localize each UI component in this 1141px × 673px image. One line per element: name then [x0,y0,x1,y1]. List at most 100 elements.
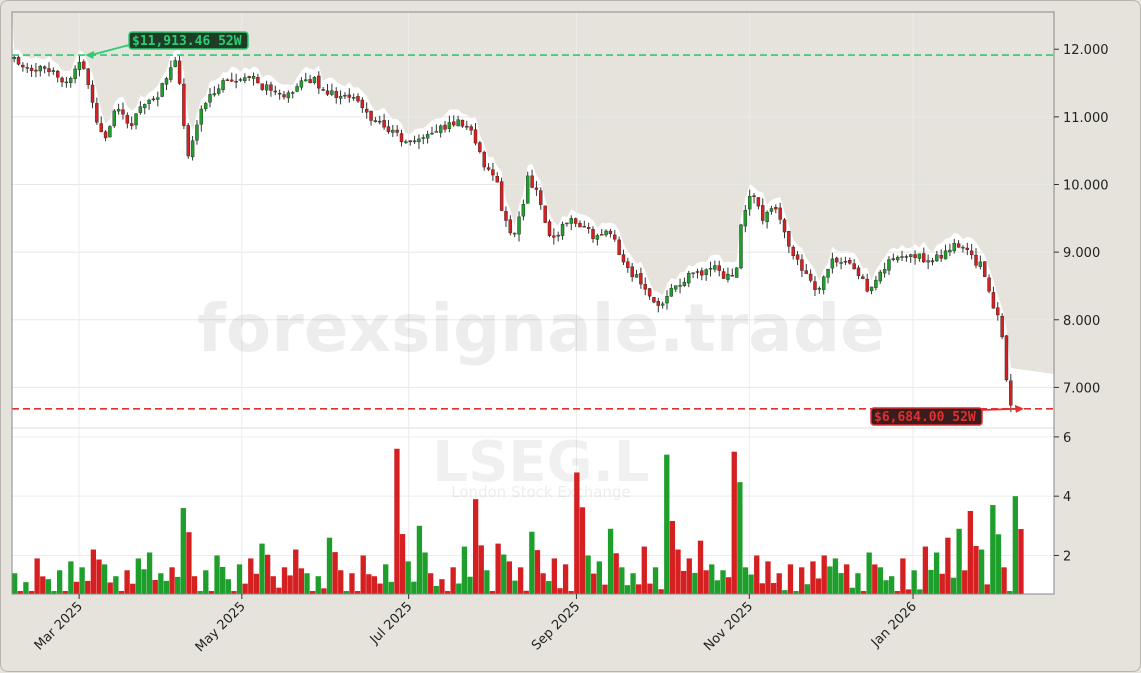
candle-body [217,88,221,94]
volume-bar [917,589,923,594]
date-tick-label: Jan 2026 [868,599,920,651]
candle-body [12,56,16,60]
candle-body [895,256,900,261]
volume-bar [799,567,805,594]
volume-bar [725,577,732,594]
volume-bar [135,558,142,594]
candle-body [473,129,478,144]
plot-border [11,11,1055,595]
volume-bar [326,537,333,594]
volume-bar [130,583,136,594]
volume-bar [675,549,681,594]
volume-bar [383,564,389,594]
volume-bar [877,567,884,594]
volume-bar [152,580,158,594]
candle-body [356,96,360,102]
candle-body [726,273,730,280]
low-52w-arrowhead [1014,404,1024,413]
candle-body [330,90,334,95]
volume-bar [79,567,85,594]
volume-bar [225,579,231,594]
candle-body [752,195,756,197]
volume-bar [888,576,895,594]
candle-body [99,123,103,132]
candle-body [273,90,278,93]
date-tick-label: Nov 2025 [701,599,756,654]
candle-body [534,187,539,190]
volume-bar [68,561,74,594]
candle-body [878,271,882,282]
candle-body [782,219,787,233]
volume-axis-ticks: 6 4 2 [1054,431,1071,564]
candle-body [230,79,234,82]
candle-body [347,94,352,98]
volume-bar [467,576,473,594]
date-tick-label: May 2025 [193,599,249,655]
volume-bar [765,561,771,594]
volume-bar [523,590,529,594]
volume-tick-label: 6 [1063,431,1071,446]
candle-body [234,80,238,83]
volume-bar [911,570,917,594]
volume-bar [101,564,108,594]
volume-bar [472,499,479,594]
candle-body [452,121,456,126]
volume-bar [411,581,417,594]
volume-bar [658,589,664,594]
candle-body [421,137,425,139]
volume-bar [849,587,855,594]
volume-bar [737,482,743,594]
candle-body [695,271,700,273]
candle-body [277,92,282,95]
high-52w-arrowhead [85,51,95,60]
low-52w-arrow [981,407,1018,411]
volume-bar [186,532,192,594]
candle-body [443,124,447,130]
volume-bar [827,566,833,594]
candle-body [138,106,143,113]
candle-body [34,69,38,72]
volume-bar [456,583,462,594]
volume-bar [939,573,945,594]
volume-bar [208,591,215,594]
volume-bar [1007,591,1013,594]
candle-body [804,270,808,274]
candle-body [900,256,904,258]
volume-bar [905,589,912,594]
high-52w-callout: $11,913.46 52W [85,31,249,60]
volume-bar [45,579,52,594]
high-52w-badge [128,31,249,50]
volume-bar [602,584,608,594]
volume-bar [669,520,676,594]
candle-body [539,190,543,205]
candle-body [560,223,565,236]
candle-body [626,261,630,268]
volume-bar [855,573,861,594]
candle-body [848,259,852,264]
candle-body [360,99,365,109]
candle-body [325,90,330,95]
candle-body [669,288,674,297]
candle-body [700,270,704,276]
candle-body [956,243,961,248]
volume-bar [978,549,985,594]
volume-bar [461,546,468,594]
candle-body [343,94,347,97]
volume-bar [321,588,327,594]
volume-bar [276,587,282,594]
candle-body [687,272,691,284]
candle-body [225,79,230,81]
exchange-watermark: London Stock Exchange [451,483,630,501]
volume-bar [281,567,288,594]
volume-bar [967,511,974,594]
candle-body [861,276,865,279]
volume-bar [158,573,164,594]
candle-body [73,68,77,79]
candle-body [787,231,791,247]
volume-bar [540,573,546,594]
candle-body [765,211,769,222]
volume-bar [163,580,170,594]
candle-body [708,268,713,270]
candle-body [256,77,260,84]
